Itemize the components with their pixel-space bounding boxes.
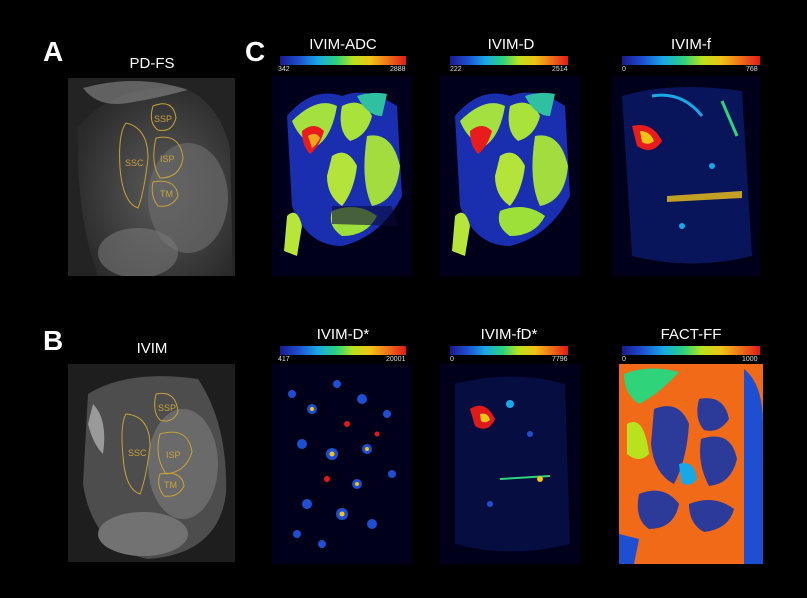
ivim-d-map (440, 76, 580, 276)
panel-a-letter: A (43, 36, 64, 67)
panel-a-title: PD-FS (129, 55, 175, 72)
map-title-ivim-d: IVIM-D (487, 36, 535, 53)
roi-label-tm-b: TM (164, 480, 177, 490)
colorbar-fact-ff (622, 346, 760, 355)
roi-label-isp-a: ISP (160, 154, 175, 164)
roi-label-ssc-b: SSC (128, 448, 147, 458)
roi-label-ssp-a: SSP (154, 114, 172, 124)
panel-b-title: IVIM (136, 340, 168, 357)
roi-label-ssp-b: SSP (158, 403, 176, 413)
ivim-dstar-map (272, 364, 412, 564)
colorbar-max-ivim-dstar: 20001 (386, 356, 406, 363)
colorbar-ivim-fdstar (450, 346, 568, 355)
roi-label-tm-a: TM (160, 189, 173, 199)
colorbar-min-ivim-dstar: 417 (278, 356, 290, 363)
colorbar-max-ivim-d: 2514 (552, 66, 568, 73)
colorbar-ivim-f (622, 56, 760, 65)
colorbar-min-fact-ff: 0 (622, 356, 626, 363)
roi-label-isp-b: ISP (166, 450, 181, 460)
pd-fs-image: SSP SSC ISP TM (68, 78, 235, 276)
colorbar-max-fact-ff: 1000 (742, 356, 758, 363)
map-title-ivim-dstar: IVIM-D* (316, 326, 370, 343)
ivim-image: SSP SSC ISP TM (68, 364, 235, 562)
colorbar-min-ivim-adc: 342 (278, 66, 290, 73)
map-title-ivim-adc: IVIM-ADC (309, 36, 377, 53)
map-title-ivim-f: IVIM-f (671, 36, 711, 53)
colorbar-max-ivim-fdstar: 7796 (552, 356, 568, 363)
panel-c-letter: C (245, 36, 266, 67)
map-title-ivim-fdstar: IVIM-fD* (480, 326, 538, 343)
colorbar-max-ivim-adc: 2888 (390, 66, 406, 73)
colorbar-min-ivim-f: 0 (622, 66, 626, 73)
roi-label-ssc-a: SSC (125, 158, 144, 168)
colorbar-max-ivim-f: 768 (746, 66, 758, 73)
fact-ff-map (619, 364, 763, 564)
colorbar-ivim-d (450, 56, 568, 65)
ivim-f-map (612, 76, 760, 276)
ivim-fdstar-map (440, 364, 580, 564)
colorbar-min-ivim-d: 222 (450, 66, 462, 73)
colorbar-ivim-adc (280, 56, 406, 65)
ivim-adc-map (272, 76, 412, 276)
map-title-fact-ff: FACT-FF (660, 326, 722, 343)
panel-b-letter: B (43, 325, 64, 356)
colorbar-min-ivim-fdstar: 0 (450, 356, 454, 363)
colorbar-ivim-dstar (280, 346, 406, 355)
